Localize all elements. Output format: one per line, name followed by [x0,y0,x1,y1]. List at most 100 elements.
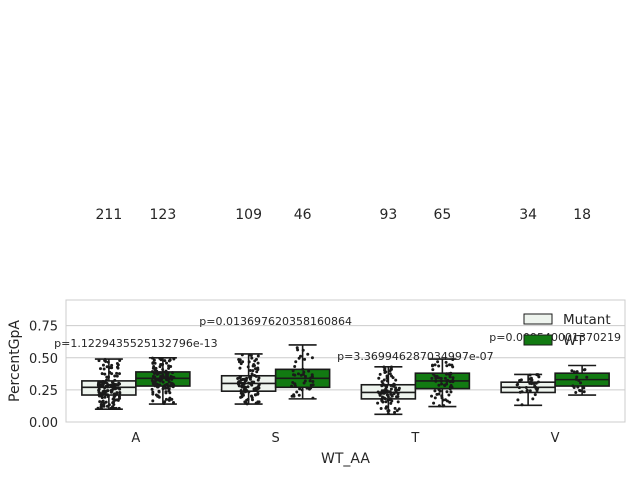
strip-point [397,386,401,390]
y-tick-label: 0.75 [29,320,58,335]
count-label: 123 [150,207,177,223]
strip-point [300,388,304,392]
strip-point [157,390,161,394]
strip-point [96,406,100,410]
strip-point [528,373,532,377]
strip-point [253,359,257,363]
strip-point [445,390,449,394]
strip-point [97,394,101,398]
strip-point [97,385,101,389]
strip-point [106,395,110,399]
strip-point [167,387,171,391]
strip-point [106,389,110,393]
strip-point [393,410,397,414]
strip-point [167,366,171,370]
strip-point [388,372,392,376]
strip-point [377,376,381,380]
strip-point [451,365,455,369]
strip-point [576,385,580,389]
strip-point [579,381,583,385]
strip-point [106,375,110,379]
strip-point [440,382,444,386]
strip-point [296,372,300,376]
strip-point [150,387,154,391]
strip-point [113,385,117,389]
strip-point [384,405,388,409]
strip-point [437,383,441,387]
strip-point [298,387,302,391]
strip-point [102,367,106,371]
strip-point [437,376,441,380]
strip-point [153,361,157,365]
strip-point [164,383,168,387]
strip-point [114,406,118,410]
strip-point [451,378,455,382]
strip-point [103,386,107,390]
strip-point [310,356,314,360]
strip-point [384,383,388,387]
strip-point [302,370,306,374]
strip-point [291,369,295,373]
strip-point [310,373,314,377]
strip-point [103,372,107,376]
strip-point [98,400,102,404]
strip-point [534,385,538,389]
strip-point [528,389,532,393]
strip-point [151,390,155,394]
strip-point [380,380,384,384]
strip-point [392,391,396,395]
strip-point [250,398,254,402]
x-tick-label: S [271,431,279,446]
strip-point [396,395,400,399]
strip-point [97,359,101,363]
strip-point [97,387,101,391]
strip-point [386,395,390,399]
strip-point [449,371,453,375]
strip-point [249,382,253,386]
strip-point [433,363,437,367]
strip-point [382,378,386,382]
strip-point [388,390,392,394]
strip-point [154,378,158,382]
strip-point [172,357,176,361]
strip-point [245,389,249,393]
strip-point [518,378,522,382]
strip-point [153,375,157,379]
strip-point [431,368,435,372]
strip-point [161,387,165,391]
strip-point [111,382,115,386]
strip-point [536,373,540,377]
strip-point [533,393,537,397]
strip-point [578,389,582,393]
strip-point [151,399,155,403]
strip-point [252,387,256,391]
strip-point [309,383,313,387]
strip-point [155,371,159,375]
strip-point [245,402,249,406]
strip-point [167,364,171,368]
strip-point [397,407,401,411]
strip-point [394,386,398,390]
strip-point [154,382,158,386]
strip-point [531,397,535,401]
strip-point [101,383,105,387]
strip-point [115,365,119,369]
strip-point [171,385,175,389]
strip-point [98,367,102,371]
strip-point [246,397,250,401]
strip-point [382,396,386,400]
strip-point [570,369,574,373]
strip-point [441,398,445,402]
strip-point [253,373,257,377]
strip-point [390,394,394,398]
strip-point [169,384,173,388]
count-label: 93 [379,207,397,223]
strip-point [161,380,165,384]
strip-point [382,365,386,369]
strip-point [444,360,448,364]
strip-point [311,396,315,400]
strip-point [256,401,260,405]
strip-point [163,359,167,363]
strip-point [239,378,243,382]
